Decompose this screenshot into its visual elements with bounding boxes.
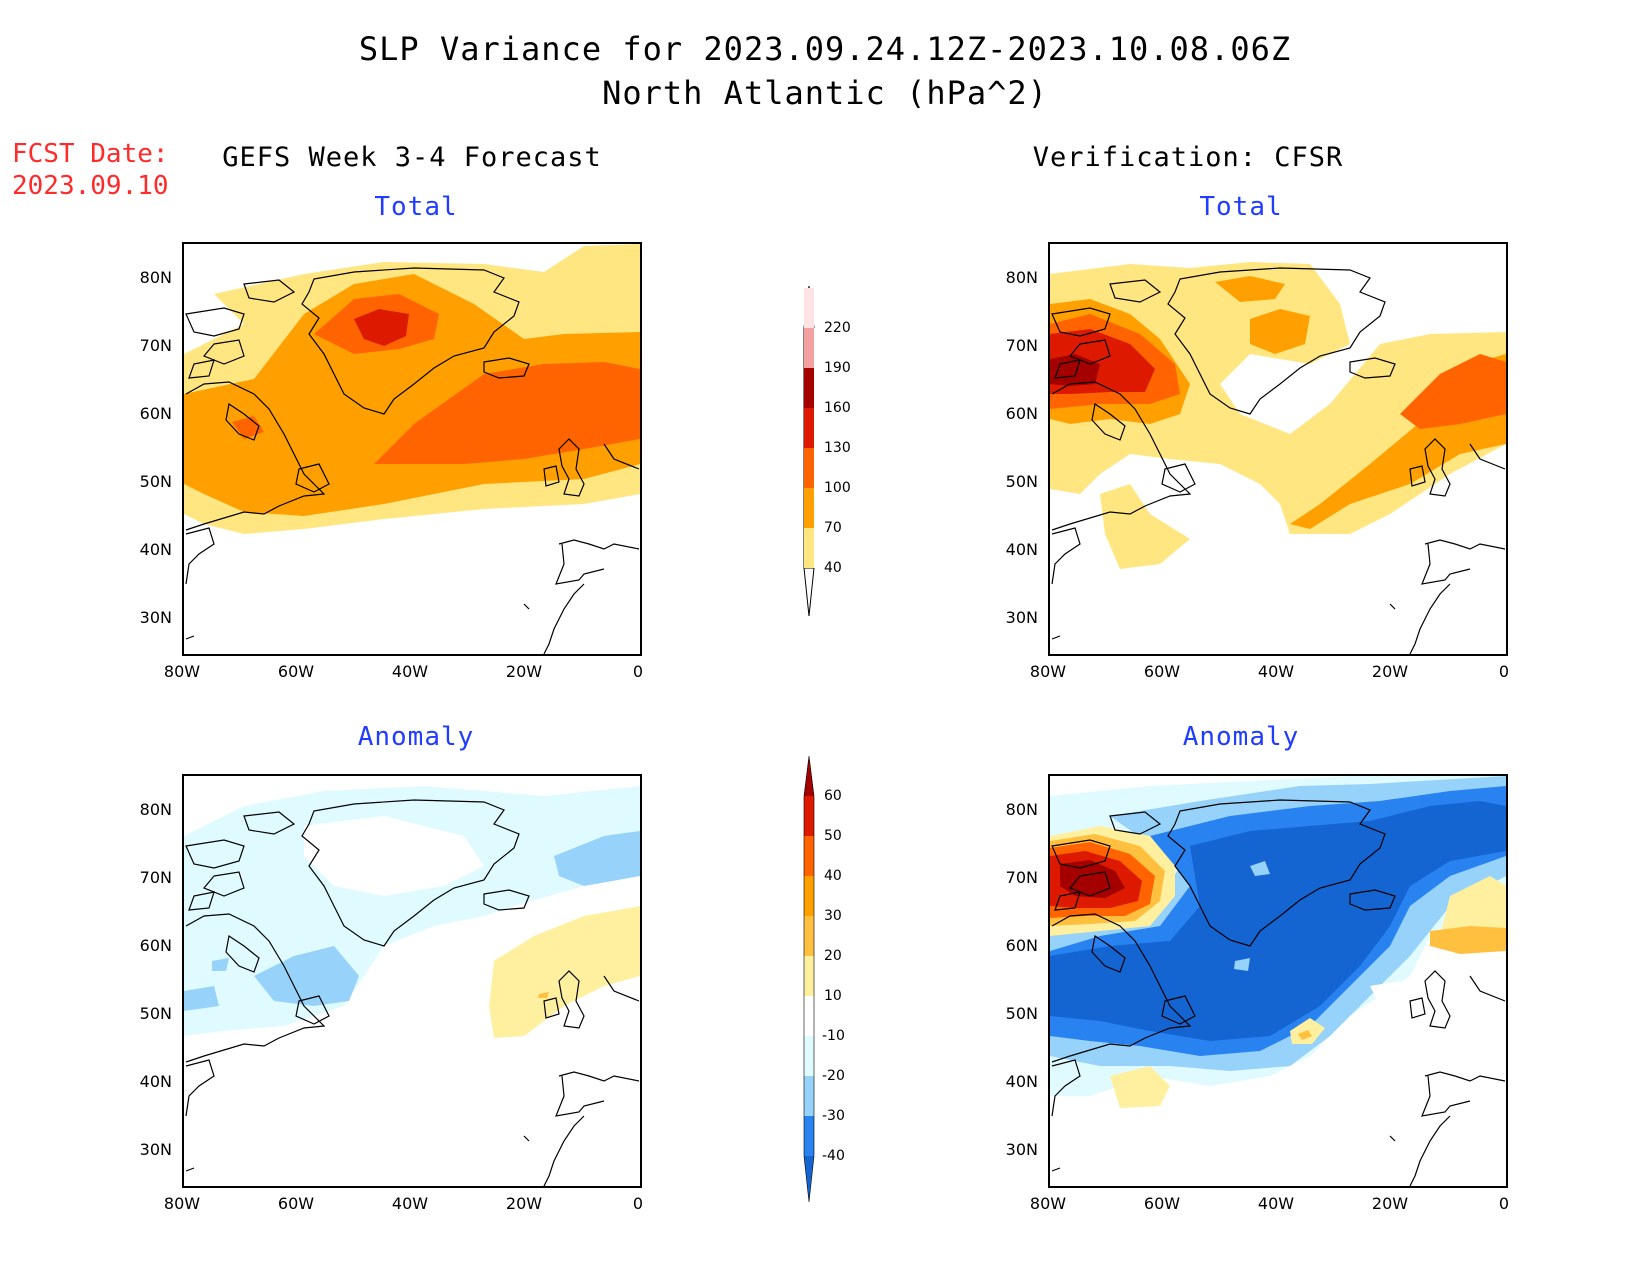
anomaly-cbar-label: 50	[824, 828, 842, 844]
lat-tick: 60N	[139, 404, 172, 423]
anomaly-cbar-label: 40	[824, 868, 842, 884]
lat-tick: 60N	[1005, 936, 1038, 955]
lon-tick: 80W	[1029, 662, 1067, 681]
map-gefs-total	[182, 242, 642, 656]
anomaly-cbar-label: -10	[822, 1028, 845, 1044]
total-cbar-label: 100	[824, 480, 851, 496]
anomaly-cbar-label: -20	[822, 1068, 845, 1084]
lat-tick: 30N	[139, 608, 172, 627]
left-column-title: GEFS Week 3-4 Forecast	[222, 142, 602, 173]
total-cbar-label: 220	[824, 320, 851, 336]
right-column-title: Verification: CFSR	[1032, 142, 1344, 173]
lon-tick: 60W	[1143, 1194, 1181, 1213]
lon-tick: 20W	[1371, 662, 1409, 681]
lon-tick: 40W	[1257, 1194, 1295, 1213]
lat-tick: 40N	[1005, 540, 1038, 559]
panel-bl-title: Anomaly	[357, 722, 475, 752]
total-cbar-label: 130	[824, 440, 851, 456]
anomaly-colorbar: 60 50 40 30 20 10 -10 -20 -30 -40	[800, 755, 845, 1206]
map-cfsr-anomaly	[1048, 774, 1508, 1188]
anomaly-cbar-label: 60	[824, 788, 842, 804]
lat-tick: 70N	[1005, 336, 1038, 355]
lon-tick: 40W	[391, 662, 429, 681]
lon-tick: 0	[1498, 662, 1510, 681]
lat-tick: 70N	[139, 868, 172, 887]
lon-tick: 60W	[1143, 662, 1181, 681]
lon-tick: 20W	[505, 662, 543, 681]
lon-tick: 60W	[277, 662, 315, 681]
total-cbar-label: 160	[824, 400, 851, 416]
lat-tick: 80N	[1005, 268, 1038, 287]
fcst-date-value: 2023.09.10	[12, 171, 169, 201]
lon-tick: 60W	[277, 1194, 315, 1213]
anomaly-colorbar-swatches	[803, 755, 815, 1203]
lat-tick: 60N	[1005, 404, 1038, 423]
anomaly-cbar-label: -30	[822, 1108, 845, 1124]
lat-tick: 40N	[139, 540, 172, 559]
lat-tick: 50N	[139, 1004, 172, 1023]
map-gefs-anomaly	[182, 774, 642, 1188]
lon-tick: 20W	[1371, 1194, 1409, 1213]
lat-tick: 50N	[1005, 1004, 1038, 1023]
lon-tick: 40W	[391, 1194, 429, 1213]
lon-tick: 0	[632, 662, 644, 681]
total-cbar-label: 70	[824, 520, 842, 536]
lon-tick: 40W	[1257, 662, 1295, 681]
anomaly-cbar-label: -40	[822, 1148, 845, 1164]
panel-tr-title: Total	[1199, 192, 1283, 222]
total-colorbar: 220 190 160 130 100 70 40	[800, 285, 851, 620]
lat-tick: 80N	[139, 268, 172, 287]
lat-tick: 30N	[1005, 1140, 1038, 1159]
panel-tl-title: Total	[374, 192, 458, 222]
lat-tick: 70N	[139, 336, 172, 355]
main-title: SLP Variance for 2023.09.24.12Z-2023.10.…	[358, 30, 1292, 68]
lon-tick: 80W	[1029, 1194, 1067, 1213]
map-cfsr-total	[1048, 242, 1508, 656]
panel-br-title: Anomaly	[1182, 722, 1300, 752]
lon-tick: 0	[632, 1194, 644, 1213]
total-cbar-label: 190	[824, 360, 851, 376]
lat-tick: 80N	[1005, 800, 1038, 819]
anomaly-cbar-label: 20	[824, 948, 842, 964]
anomaly-cbar-label: 10	[824, 988, 842, 1004]
lon-tick: 80W	[163, 1194, 201, 1213]
fcst-date-heading: FCST Date:	[12, 139, 169, 169]
total-colorbar-swatches	[803, 285, 815, 617]
lat-tick: 70N	[1005, 868, 1038, 887]
total-cbar-label: 40	[824, 560, 842, 576]
lat-tick: 40N	[139, 1072, 172, 1091]
main-subtitle: North Atlantic (hPa^2)	[602, 74, 1048, 112]
lon-tick: 80W	[163, 662, 201, 681]
lon-tick: 0	[1498, 1194, 1510, 1213]
lat-tick: 50N	[139, 472, 172, 491]
lat-tick: 60N	[139, 936, 172, 955]
lat-tick: 30N	[1005, 608, 1038, 627]
lat-tick: 50N	[1005, 472, 1038, 491]
lat-tick: 30N	[139, 1140, 172, 1159]
fcst-date-label: FCST Date: 2023.09.10	[12, 138, 169, 202]
lat-tick: 40N	[1005, 1072, 1038, 1091]
lon-tick: 20W	[505, 1194, 543, 1213]
anomaly-cbar-label: 30	[824, 908, 842, 924]
lat-tick: 80N	[139, 800, 172, 819]
